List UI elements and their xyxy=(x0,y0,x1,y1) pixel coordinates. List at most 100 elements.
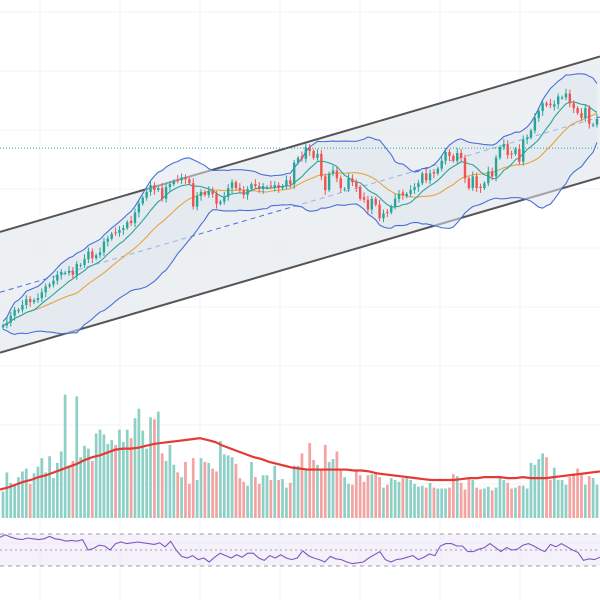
candle-body xyxy=(52,280,55,285)
candle xyxy=(432,169,436,179)
candle xyxy=(386,209,389,218)
volume-bar xyxy=(191,458,195,518)
volume-bar xyxy=(576,468,579,518)
volume-bar xyxy=(316,464,319,518)
candle-body xyxy=(48,284,51,287)
candle-body xyxy=(60,271,63,275)
candle xyxy=(456,148,459,164)
candle-body xyxy=(40,292,44,299)
candle xyxy=(401,189,405,200)
candle-body xyxy=(292,162,296,185)
candle xyxy=(494,154,498,182)
volume-bar xyxy=(63,394,67,518)
volume-bar xyxy=(506,482,510,518)
volume-bar xyxy=(568,477,572,518)
candle xyxy=(5,317,9,329)
candle-body xyxy=(129,220,133,224)
volume-bar xyxy=(28,483,32,518)
candle xyxy=(9,311,12,327)
candle-body xyxy=(506,144,509,155)
volume-bar xyxy=(13,484,17,518)
volume-bar xyxy=(238,478,242,518)
candle xyxy=(475,172,478,192)
candle xyxy=(67,266,71,276)
candle-body xyxy=(285,180,288,187)
volume-bar xyxy=(393,480,397,518)
candle xyxy=(312,149,315,160)
candle-body xyxy=(242,190,245,195)
candle xyxy=(63,270,67,276)
candle-body xyxy=(106,238,110,242)
candle xyxy=(153,182,156,195)
volume-bar xyxy=(428,482,432,518)
volume-bar xyxy=(517,485,521,518)
candle xyxy=(397,190,401,203)
volume-bar xyxy=(304,468,308,518)
candle xyxy=(421,171,424,186)
candle-body xyxy=(421,173,424,184)
candle-body xyxy=(584,108,587,118)
candle-body xyxy=(327,173,331,190)
volume-bar xyxy=(125,429,129,518)
candle-body xyxy=(71,270,75,275)
volume-bar xyxy=(71,461,75,518)
volume-bar xyxy=(486,486,490,518)
candle xyxy=(258,182,261,193)
candle-body xyxy=(195,195,199,207)
volume-bar xyxy=(87,448,90,518)
volume-bar xyxy=(118,429,121,518)
candle-body xyxy=(347,178,350,190)
volume-panel[interactable] xyxy=(0,394,600,519)
volume-bar xyxy=(17,477,20,518)
candle-body xyxy=(94,255,98,259)
candle-body xyxy=(137,203,141,213)
candle xyxy=(556,93,560,110)
candle-body xyxy=(378,204,381,219)
candle-body xyxy=(382,213,385,219)
volume-bar xyxy=(269,480,273,518)
volume-bar xyxy=(288,482,292,518)
candle xyxy=(149,181,152,196)
price-panel[interactable] xyxy=(0,55,600,354)
candle xyxy=(483,181,486,190)
candle-body xyxy=(308,147,311,152)
candle-body xyxy=(215,193,218,204)
volume-bar xyxy=(110,440,114,518)
volume-bar xyxy=(572,473,576,518)
candle xyxy=(405,191,408,199)
volume-bar xyxy=(102,434,106,518)
candle-body xyxy=(269,185,273,187)
volume-bar xyxy=(48,456,51,518)
volume-bar xyxy=(479,489,482,518)
candle-body xyxy=(254,184,257,187)
candle-body xyxy=(428,173,432,181)
volume-bar xyxy=(560,480,564,518)
volume-bar xyxy=(1,491,5,518)
volume-bar xyxy=(494,487,498,518)
volume-bar xyxy=(413,483,416,518)
candle xyxy=(246,186,249,200)
candle xyxy=(40,288,44,303)
candle xyxy=(265,185,269,190)
candle-body xyxy=(479,186,482,189)
volume-bar xyxy=(591,478,595,518)
channel-upper-line xyxy=(0,55,600,233)
candle-body xyxy=(494,157,498,177)
candle-body xyxy=(219,201,222,204)
volume-bar xyxy=(67,465,71,518)
volume-bar xyxy=(300,453,304,518)
moving-average-slow-line xyxy=(2,112,598,326)
candle xyxy=(436,166,440,176)
candle xyxy=(537,107,540,122)
candle-body xyxy=(351,178,354,183)
volume-bar xyxy=(549,480,552,518)
candle-body xyxy=(537,111,540,118)
oscillator-panel[interactable] xyxy=(0,533,600,567)
candle xyxy=(160,183,164,202)
candle-body xyxy=(160,188,164,199)
volume-bar xyxy=(153,419,156,518)
candle xyxy=(145,187,148,201)
candle xyxy=(572,100,575,114)
candle-body xyxy=(409,190,412,194)
